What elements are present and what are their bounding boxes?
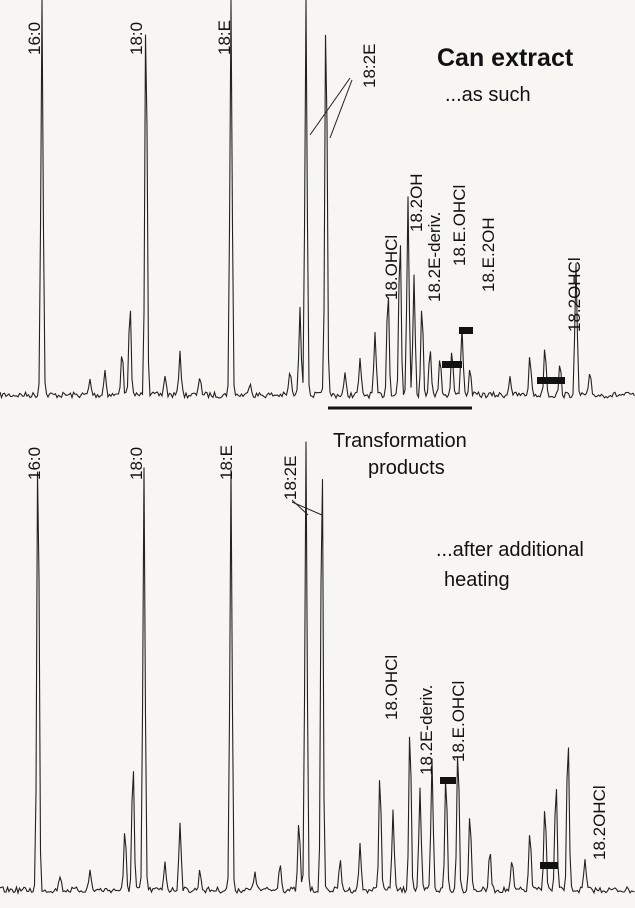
peak-label: 18:0 bbox=[127, 22, 146, 55]
marker bbox=[440, 777, 456, 784]
marker bbox=[459, 327, 473, 334]
peak-label: 18.E.2OH bbox=[479, 217, 498, 292]
trace bbox=[0, 441, 635, 896]
annotation: products bbox=[368, 457, 445, 479]
pointer bbox=[309, 77, 351, 136]
caption: heating bbox=[444, 569, 510, 591]
peak-label: 18:2E bbox=[281, 456, 300, 500]
caption: ...as such bbox=[445, 84, 531, 106]
marker bbox=[442, 361, 462, 368]
peak-label: 18:E bbox=[217, 445, 236, 480]
trace bbox=[0, 0, 635, 400]
peak-label: 18.OHCl bbox=[382, 655, 401, 720]
marker bbox=[537, 377, 565, 384]
peak-label: 18:2E bbox=[360, 44, 379, 88]
peak-label: 18.2OHCl bbox=[565, 257, 584, 332]
pointer bbox=[291, 499, 309, 516]
peak-label: 18.OHCl bbox=[382, 235, 401, 300]
marker bbox=[540, 862, 558, 869]
pointer bbox=[329, 79, 353, 139]
pointer bbox=[291, 501, 323, 516]
peak-label: 18.2E-deriv. bbox=[417, 685, 436, 775]
peak-label: 16:0 bbox=[25, 447, 44, 480]
peak-label: 18.E.OHCl bbox=[449, 681, 468, 762]
peak-label: 18.E.OHCl bbox=[450, 185, 469, 266]
peak-label: 18:0 bbox=[127, 447, 146, 480]
peak-label: 18.2E-deriv. bbox=[425, 212, 444, 302]
peak-label: 18:E bbox=[215, 20, 234, 55]
peak-label: 16:0 bbox=[25, 22, 44, 55]
heading: Can extract bbox=[437, 44, 574, 72]
caption: ...after additional bbox=[436, 539, 584, 561]
annotation: Transformation bbox=[333, 430, 467, 452]
peak-label: 18.2OHCl bbox=[590, 785, 609, 860]
peak-label: 18.2OH bbox=[407, 173, 426, 232]
